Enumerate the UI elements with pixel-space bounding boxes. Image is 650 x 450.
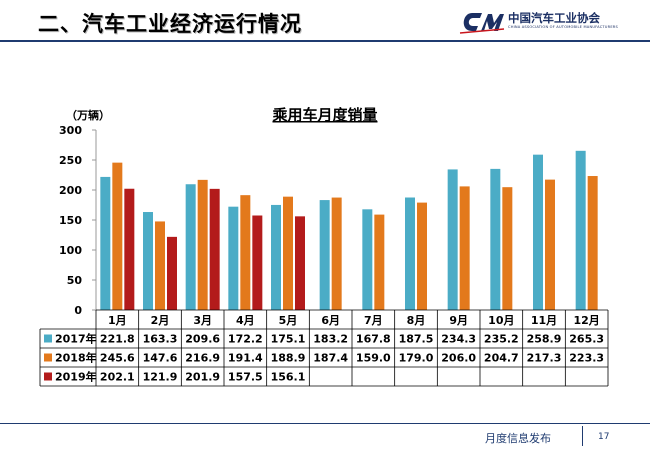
title-divider [0, 40, 650, 42]
data-label: 163.3 [143, 333, 178, 346]
legend-swatch-2018年 [44, 353, 52, 362]
y-tick-label: 300 [59, 124, 82, 137]
data-label: 221.8 [100, 333, 135, 346]
bar-2018年-2月 [155, 221, 165, 310]
data-label: 188.9 [271, 352, 306, 365]
y-tick-label: 100 [59, 244, 82, 257]
data-label: 223.3 [569, 352, 604, 365]
data-label: 202.1 [100, 371, 135, 384]
y-tick-label: 250 [59, 154, 82, 167]
footer-separator [582, 426, 583, 446]
sales-chart: 乘用车月度销量 （万辆） 0 50 100 150 200 250 300 1月 2月 3月 4月… [39, 106, 609, 387]
data-label: 258.9 [527, 333, 562, 346]
bar-2018年-4月 [240, 195, 251, 310]
bar-2017年-6月 [319, 200, 330, 310]
data-label: 183.2 [313, 333, 348, 346]
bar-2017年-1月 [100, 176, 111, 310]
x-tick-label: 8月 [407, 314, 426, 327]
page-title: 二、汽车工业经济运行情况 [38, 12, 302, 36]
bar-2019年-4月 [252, 215, 263, 310]
logo-subtitle: CHINA ASSOCIATION OF AUTOMOBILE MANUFACT… [508, 25, 618, 29]
x-tick-label: 12月 [574, 314, 600, 327]
data-label: 201.9 [185, 371, 220, 384]
x-tick-label: 2月 [151, 314, 170, 327]
bar-2017年-8月 [405, 197, 415, 310]
data-label: 167.8 [356, 333, 391, 346]
bar-2018年-1月 [112, 162, 123, 310]
data-label: 172.2 [228, 333, 263, 346]
caam-logo: 中国汽车工业协会 CHINA ASSOCIATION OF AUTOMOBILE… [458, 9, 643, 35]
y-axis-label: （万辆） [66, 108, 110, 122]
bar-2018年-11月 [545, 179, 555, 310]
data-label: 217.3 [527, 352, 562, 365]
data-label: 187.5 [399, 333, 434, 346]
data-label: 234.3 [441, 333, 476, 346]
bar-2018年-6月 [331, 197, 342, 310]
bar-2017年-12月 [575, 150, 586, 310]
data-label: 121.9 [143, 371, 178, 384]
x-tick-label: 4月 [236, 314, 255, 327]
footer-label: 月度信息发布 [485, 432, 551, 445]
y-tick-label: 200 [59, 184, 82, 197]
data-label: 147.6 [143, 352, 178, 365]
data-label: 191.4 [228, 352, 263, 365]
bar-2018年-9月 [459, 186, 470, 310]
data-label: 187.4 [313, 352, 348, 365]
legend-label-2017年: 2017年 [55, 332, 97, 346]
y-tick-label: 0 [74, 304, 82, 317]
bar-2019年-3月 [209, 188, 220, 310]
caam-emblem-icon [459, 13, 505, 34]
data-label: 204.7 [484, 352, 519, 365]
y-tick-label: 150 [59, 214, 82, 227]
data-label: 179.0 [399, 352, 434, 365]
bar-2018年-7月 [374, 214, 385, 310]
legend-label-2018年: 2018年 [55, 351, 97, 365]
bar-2019年-5月 [295, 216, 305, 310]
bar-2017年-7月 [362, 209, 373, 310]
data-label: 159.0 [356, 352, 391, 365]
data-label: 216.9 [185, 352, 220, 365]
bar-2018年-3月 [197, 179, 208, 310]
logo-text: 中国汽车工业协会 [508, 11, 600, 25]
bar-2017年-11月 [533, 154, 543, 310]
bar-2017年-2月 [143, 212, 153, 310]
x-tick-label: 7月 [364, 314, 383, 327]
x-tick-label: 10月 [488, 314, 514, 327]
data-label: 156.1 [271, 371, 306, 384]
bar-2017年-5月 [271, 204, 281, 310]
x-tick-label: 9月 [449, 314, 468, 327]
x-tick-label: 11月 [531, 314, 557, 327]
footer-divider [0, 423, 650, 424]
page-number: 17 [598, 432, 610, 442]
y-axis-ticks: 0 50 100 150 200 250 300 [59, 124, 96, 317]
y-tick-label: 50 [67, 274, 83, 287]
bar-2017年-9月 [447, 169, 458, 310]
data-label: 175.1 [271, 333, 306, 346]
bar-2017年-3月 [185, 184, 196, 310]
data-label: 245.6 [100, 352, 135, 365]
data-table: 1月 2月 3月 4月 5月 6月 7月 8月 9月 10月 11月 12月 2017年 221.8 163… [39, 309, 609, 387]
data-label: 209.6 [185, 333, 220, 346]
data-label: 265.3 [569, 333, 604, 346]
x-tick-label: 6月 [321, 314, 340, 327]
legend-swatch-2017年 [44, 334, 52, 343]
bar-2018年-8月 [417, 202, 427, 310]
bar-2018年-12月 [587, 176, 598, 310]
bar-2019年-1月 [124, 188, 135, 310]
bar-2019年-2月 [167, 236, 177, 310]
legend-swatch-2019年 [44, 372, 52, 381]
x-tick-label: 1月 [108, 314, 127, 327]
data-label: 235.2 [484, 333, 519, 346]
chart-title: 乘用车月度销量 [271, 106, 377, 124]
bar-group [100, 150, 598, 310]
legend-label-2019年: 2019年 [55, 370, 97, 384]
x-tick-label: 5月 [279, 314, 298, 327]
bar-2018年-5月 [283, 196, 293, 310]
bar-2018年-10月 [502, 187, 513, 310]
x-tick-label: 3月 [193, 314, 212, 327]
data-label: 206.0 [441, 352, 476, 365]
data-label: 157.5 [228, 371, 263, 384]
bar-2017年-10月 [490, 168, 501, 310]
bar-2017年-4月 [228, 206, 239, 310]
